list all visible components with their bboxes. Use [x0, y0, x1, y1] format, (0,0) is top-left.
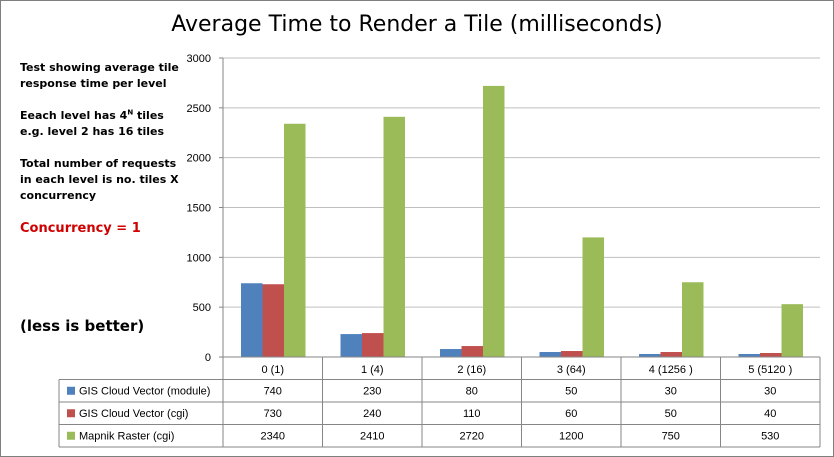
bar-s1-c3	[561, 351, 583, 357]
bar-s0-c1	[340, 334, 362, 357]
note-concurrency: Concurrency = 1	[20, 221, 141, 236]
data-label-s2-c3: 1200	[559, 431, 583, 443]
note-tiles-suffix: tiles e.g. level 2 has 16 tiles	[20, 109, 165, 138]
note-tiles-per-level: Eeach level has 4N tiles e.g. level 2 ha…	[20, 108, 190, 140]
data-label-s0-c4: 30	[665, 386, 677, 398]
category-label-0: 0 (1)	[261, 364, 284, 376]
data-label-s1-c1: 240	[363, 408, 381, 420]
data-label-s1-c4: 50	[665, 408, 677, 420]
note-less-is-better: (less is better)	[20, 317, 145, 335]
data-label-s2-c1: 2410	[360, 431, 384, 443]
data-label-s1-c3: 60	[565, 408, 577, 420]
bar-s0-c2	[440, 349, 462, 357]
data-label-s1-c2: 110	[463, 408, 481, 420]
legend-swatch-1	[67, 409, 75, 418]
bar-s2-c4	[682, 282, 704, 357]
data-label-s0-c5: 30	[764, 386, 776, 398]
bar-s1-c0	[262, 284, 284, 357]
note-total-requests: Total number of requests in each level i…	[20, 157, 179, 202]
legend-label-2: Mapnik Raster (cgi)	[79, 431, 174, 443]
data-label-s1-c5: 40	[764, 408, 776, 420]
chart-title: Average Time to Render a Tile (milliseco…	[171, 12, 663, 37]
y-tick-label-500: 500	[193, 302, 211, 314]
data-label-s2-c4: 750	[662, 431, 680, 443]
y-tick-label-1000: 1000	[187, 252, 211, 264]
legend-swatch-0	[67, 386, 75, 395]
note-tiles-exponent: N	[127, 108, 134, 117]
y-tick-label-1500: 1500	[187, 203, 211, 215]
bar-s1-c4	[660, 352, 682, 357]
note-test-description: Test showing average tile response time …	[20, 61, 179, 90]
category-label-2: 2 (16)	[457, 364, 486, 376]
category-label-4: 4 (1256 )	[649, 364, 693, 376]
y-tick-label-0: 0	[205, 352, 211, 364]
legend-label-0: GIS Cloud Vector (module)	[79, 386, 210, 398]
data-label-s0-c1: 230	[363, 386, 381, 398]
y-tick-label-2500: 2500	[187, 103, 211, 115]
bar-s1-c2	[461, 346, 483, 357]
bar-s2-c0	[284, 123, 306, 357]
category-label-5: 5 (5120 )	[748, 364, 792, 376]
legend-swatch-2	[67, 431, 75, 440]
bar-s2-c1	[383, 116, 405, 357]
data-label-s2-c2: 2720	[460, 431, 484, 443]
data-label-s0-c2: 80	[466, 386, 478, 398]
y-tick-label-3000: 3000	[187, 53, 211, 65]
y-tick-label-2000: 2000	[187, 153, 211, 165]
bar-s2-c3	[582, 237, 604, 357]
data-label-s0-c0: 740	[264, 386, 282, 398]
bar-s0-c4	[639, 354, 661, 357]
data-label-s2-c0: 2340	[261, 431, 285, 443]
bar-s0-c5	[738, 354, 760, 357]
bar-s1-c1	[362, 333, 384, 357]
data-label-s1-c0: 730	[264, 408, 282, 420]
note-tiles-prefix: Eeach level has 4	[20, 109, 128, 122]
bar-s2-c2	[483, 85, 505, 357]
bar-s0-c0	[241, 283, 263, 357]
bar-s1-c5	[760, 353, 782, 357]
data-label-s0-c3: 50	[565, 386, 577, 398]
data-label-s2-c5: 530	[761, 431, 779, 443]
category-label-3: 3 (64)	[557, 364, 586, 376]
bar-s2-c5	[781, 304, 803, 357]
bar-s0-c3	[539, 352, 561, 357]
legend-label-1: GIS Cloud Vector (cgi)	[79, 408, 188, 420]
category-label-1: 1 (4)	[361, 364, 384, 376]
